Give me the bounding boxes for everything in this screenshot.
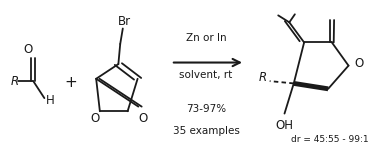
Text: H: H — [46, 94, 55, 107]
Text: 35 examples: 35 examples — [173, 126, 240, 136]
Text: R: R — [258, 71, 266, 85]
Text: O: O — [354, 57, 363, 70]
Text: O: O — [138, 112, 147, 125]
Text: 73-97%: 73-97% — [186, 104, 226, 114]
Text: +: + — [65, 75, 77, 90]
Text: R: R — [11, 75, 19, 88]
Text: Zn or In: Zn or In — [186, 33, 226, 43]
Text: OH: OH — [275, 119, 293, 132]
Text: O: O — [23, 43, 33, 56]
Text: O: O — [90, 112, 100, 125]
Text: Br: Br — [118, 15, 131, 28]
Text: solvent, rt: solvent, rt — [180, 70, 233, 80]
Text: dr = 45:55 - 99:1: dr = 45:55 - 99:1 — [291, 135, 369, 144]
